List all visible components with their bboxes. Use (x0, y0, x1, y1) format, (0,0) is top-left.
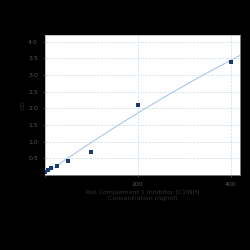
Point (90, 150, 94, 154)
Point (49, 166, 53, 170)
X-axis label: Rat Complement 1 Inhibitor (C1INH)
Concentration (ng/ml): Rat Complement 1 Inhibitor (C1INH) Conce… (86, 190, 199, 200)
Point (66, 159, 70, 163)
Point (229, 60, 233, 64)
Point (136, 103, 140, 107)
Point (54, 164, 58, 168)
Point (46, 168, 50, 172)
Y-axis label: OD: OD (20, 100, 25, 110)
Point (43, 170, 47, 174)
